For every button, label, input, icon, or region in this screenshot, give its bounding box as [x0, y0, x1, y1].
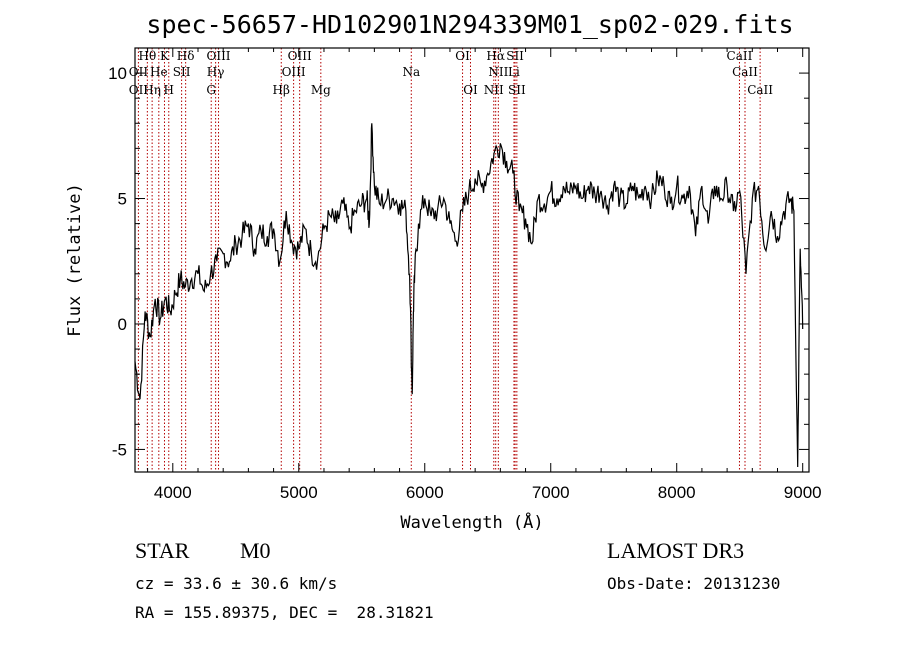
line-label: Hβ [273, 83, 290, 97]
radec-label: RA = 155.89375, DEC = 28.31821 [135, 603, 434, 622]
chart-title: spec-56657-HD102901N294339M01_sp02-029.f… [146, 10, 793, 39]
obs-date-label: Obs-Date: 20131230 [607, 574, 781, 593]
line-label: OIII [282, 65, 306, 79]
line-label: G [206, 83, 216, 97]
line-label: Hγ [207, 65, 225, 79]
line-label: OIII [288, 49, 312, 63]
line-label: NII [484, 83, 504, 97]
line-label: Hδ [177, 49, 195, 63]
line-label: H [164, 83, 174, 97]
class-label: STAR [135, 538, 190, 563]
line-label: SII [173, 65, 191, 79]
x-axis-label: Wavelength (Å) [400, 511, 543, 533]
line-label: CaII [747, 83, 773, 97]
line-label: OI [455, 49, 470, 63]
line-label: Mg [311, 83, 331, 97]
survey-label: LAMOST DR3 [607, 538, 745, 563]
x-tick-label: 4000 [154, 483, 192, 502]
plot-frame [134, 47, 810, 473]
x-tick-label: 8000 [658, 483, 696, 502]
line-label: Na [402, 65, 420, 79]
spectrum-line [134, 123, 804, 468]
line-label: Hθ [138, 49, 156, 63]
line-label: CaII [727, 49, 753, 63]
line-label: Hη [143, 83, 161, 97]
line-label: Hα [486, 49, 505, 63]
subclass-label: M0 [240, 538, 271, 563]
y-tick-label: -5 [112, 440, 127, 459]
line-label: OIII [206, 49, 230, 63]
line-label: OII [129, 83, 149, 97]
line-label: Li [508, 65, 520, 79]
y-tick-label: 10 [108, 64, 127, 83]
line-label: OI [463, 83, 478, 97]
x-tick-label: 7000 [532, 483, 570, 502]
line-label: He [150, 65, 168, 79]
y-tick-label: 0 [118, 315, 127, 334]
y-tick-label: 5 [118, 190, 127, 209]
x-tick-label: 5000 [280, 483, 318, 502]
line-label: CaII [732, 65, 758, 79]
line-label: K [160, 49, 170, 63]
x-tick-label: 9000 [784, 483, 822, 502]
line-label: NII [488, 65, 508, 79]
line-label: OII [129, 65, 149, 79]
line-label: SII [508, 83, 526, 97]
line-label: SII [506, 49, 524, 63]
x-tick-label: 6000 [406, 483, 444, 502]
y-axis-label: Flux (relative) [65, 183, 85, 337]
cz-label: cz = 33.6 ± 30.6 km/s [135, 574, 338, 593]
